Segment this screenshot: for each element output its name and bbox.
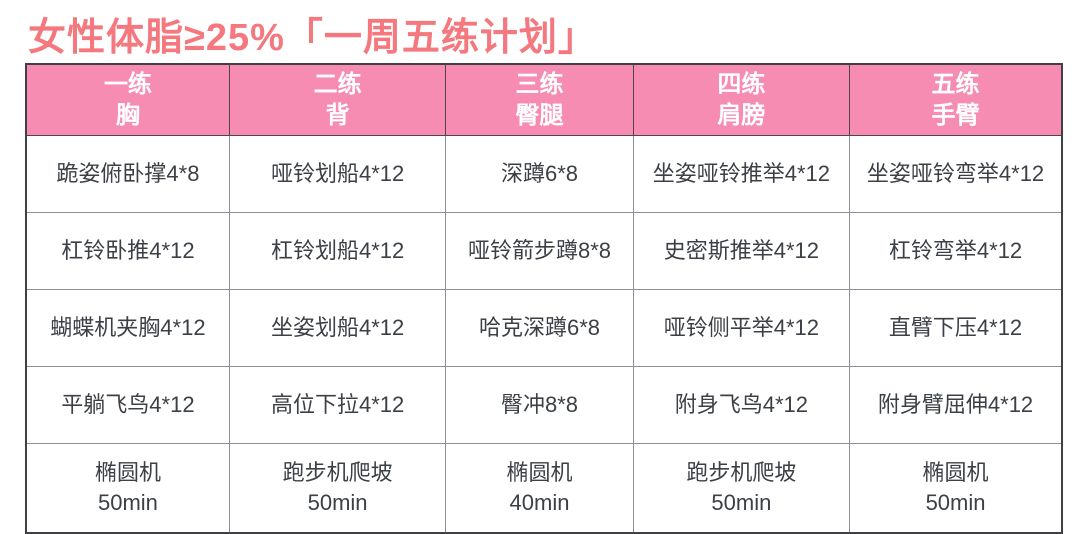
cardio-duration: 50min: [711, 490, 772, 515]
exercise-row: 平躺飞鸟4*12 高位下拉4*12 臀冲8*8 附身飞鸟4*12 附身臂屈伸4*…: [25, 366, 1063, 444]
exercise-cell: 平躺飞鸟4*12: [25, 366, 230, 444]
cardio-duration: 50min: [97, 490, 158, 515]
exercise-cell: 臀冲8*8: [445, 366, 634, 444]
exercise-cell: 史密斯推举4*12: [632, 212, 851, 290]
header-part-label: 手臂: [931, 102, 980, 129]
cardio-duration: 40min: [509, 490, 570, 515]
exercise-row: 杠铃卧推4*12 杠铃划船4*12 哑铃箭步蹲8*8 史密斯推举4*12 杠铃弯…: [25, 212, 1063, 290]
exercise-cell: 哈克深蹲6*8: [445, 289, 634, 367]
exercise-cell: 跪姿俯卧撑4*8: [25, 135, 230, 213]
cardio-machine: 椭圆机: [94, 460, 161, 486]
cardio-cell: 椭圆机 50min: [849, 443, 1063, 534]
cardio-duration: 50min: [925, 490, 986, 515]
header-cell-day2-back: 二练 背: [228, 63, 447, 136]
exercise-cell: 杠铃划船4*12: [228, 212, 447, 290]
exercise-row: 蝴蝶机夹胸4*12 坐姿划船4*12 哈克深蹲6*8 哑铃侧平举4*12 直臂下…: [25, 289, 1063, 367]
exercise-cell: 哑铃侧平举4*12: [632, 289, 851, 367]
exercise-cell: 哑铃划船4*12: [228, 135, 447, 213]
cardio-machine: 跑步机爬坡: [686, 460, 797, 486]
weekly-workout-table: 一练 胸 二练 背 三练 臀腿 四练 肩膀 五练 手臂: [25, 63, 1063, 534]
header-part-label: 胸: [115, 102, 140, 129]
exercise-cell: 坐姿哑铃推举4*12: [632, 135, 851, 213]
header-part-label: 背: [325, 102, 350, 129]
header-cell-day1-chest: 一练 胸: [25, 63, 230, 136]
exercise-cell: 蝴蝶机夹胸4*12: [25, 289, 230, 367]
cardio-cell: 跑步机爬坡 50min: [228, 443, 447, 534]
header-row: 一练 胸 二练 背 三练 臀腿 四练 肩膀 五练 手臂: [25, 63, 1063, 136]
exercise-cell: 哑铃箭步蹲8*8: [445, 212, 634, 290]
exercise-cell: 深蹲6*8: [445, 135, 634, 213]
exercise-row: 跪姿俯卧撑4*8 哑铃划船4*12 深蹲6*8 坐姿哑铃推举4*12 坐姿哑铃弯…: [25, 135, 1063, 213]
table-body: 跪姿俯卧撑4*8 哑铃划船4*12 深蹲6*8 坐姿哑铃推举4*12 坐姿哑铃弯…: [25, 135, 1063, 534]
header-day-label: 四练: [717, 70, 766, 98]
cardio-machine: 椭圆机: [922, 460, 989, 486]
exercise-cell: 坐姿划船4*12: [228, 289, 447, 367]
page-title: 女性体脂≥25%「一周五练计划」: [28, 17, 597, 59]
cardio-machine: 椭圆机: [506, 460, 573, 486]
cardio-row: 椭圆机 50min 跑步机爬坡 50min 椭圆机 40min 跑步机爬坡 50…: [25, 443, 1063, 534]
table-header: 一练 胸 二练 背 三练 臀腿 四练 肩膀 五练 手臂: [25, 63, 1063, 136]
header-part-label: 臀腿: [515, 102, 564, 129]
cardio-duration: 50min: [307, 490, 368, 515]
cardio-cell: 跑步机爬坡 50min: [632, 443, 851, 534]
exercise-cell: 直臂下压4*12: [849, 289, 1063, 367]
cardio-machine: 跑步机爬坡: [282, 460, 393, 486]
header-day-label: 五练: [931, 70, 980, 98]
cardio-cell: 椭圆机 50min: [25, 443, 230, 534]
exercise-cell: 高位下拉4*12: [228, 366, 447, 444]
header-cell-day4-shoulders: 四练 肩膀: [632, 63, 851, 136]
cardio-cell: 椭圆机 40min: [445, 443, 634, 534]
header-day-label: 三练: [515, 70, 564, 98]
exercise-cell: 附身飞鸟4*12: [632, 366, 851, 444]
header-cell-day5-arms: 五练 手臂: [849, 63, 1063, 136]
exercise-cell: 杠铃卧推4*12: [25, 212, 230, 290]
header-day-label: 一练: [103, 70, 152, 98]
header-cell-day3-glutes-legs: 三练 臀腿: [445, 63, 634, 136]
exercise-cell: 杠铃弯举4*12: [849, 212, 1063, 290]
exercise-cell: 附身臂屈伸4*12: [849, 366, 1063, 444]
header-day-label: 二练: [313, 70, 362, 98]
exercise-cell: 坐姿哑铃弯举4*12: [849, 135, 1063, 213]
header-part-label: 肩膀: [717, 102, 766, 129]
